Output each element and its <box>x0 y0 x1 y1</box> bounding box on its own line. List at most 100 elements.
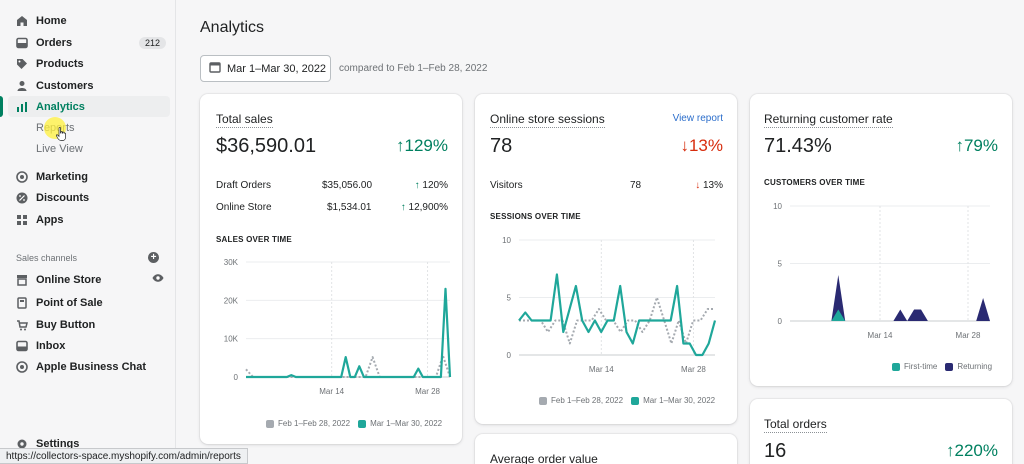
avg-order-title[interactable]: Average order value <box>490 452 598 464</box>
nav-buy-button-label: Buy Button <box>36 318 96 331</box>
x-tick-label: Mar 14 <box>868 331 893 340</box>
legend-prev-label: Feb 1–Feb 28, 2022 <box>278 419 351 428</box>
sessions-change-value: 13% <box>688 136 723 155</box>
status-bar-url: https://collectors-space.myshopify.com/a… <box>0 448 248 464</box>
y-tick-label: 5 <box>507 294 512 303</box>
legend-returning: Returning <box>945 362 992 371</box>
nav-analytics-label: Analytics <box>36 100 85 113</box>
page-title: Analytics <box>200 19 265 36</box>
returning-value: 71.43% <box>764 135 832 157</box>
arrow-up-icon: ↑ <box>396 136 405 155</box>
total-orders-card: Total orders 16 ↑220% <box>750 399 1012 464</box>
total-orders-value: 16 <box>764 440 787 462</box>
nav-apple-business-chat[interactable]: Apple Business Chat <box>8 356 170 377</box>
legend-prev-period: Feb 1–Feb 28, 2022 <box>539 396 623 405</box>
nav-home[interactable]: Home <box>8 10 170 31</box>
eye-icon[interactable] <box>152 273 164 286</box>
nav-apple-business-chat-label: Apple Business Chat <box>36 360 147 373</box>
nav-marketing[interactable]: Marketing <box>8 166 170 187</box>
x-tick-label: Mar 28 <box>415 387 440 394</box>
nav-online-store-label: Online Store <box>36 273 102 286</box>
nav-apps-label: Apps <box>36 213 64 226</box>
draft-orders-change: ↑ 120% <box>415 180 448 191</box>
series-area-first-time <box>790 309 990 321</box>
y-tick-label: 10 <box>773 202 782 211</box>
draft-orders-label: Draft Orders <box>216 180 272 191</box>
nav-live-view[interactable]: Live View <box>36 143 83 155</box>
nav-discounts[interactable]: Discounts <box>8 187 170 208</box>
visitors-label: Visitors <box>490 180 523 191</box>
total-sales-change-value: 129% <box>404 136 448 155</box>
total-orders-title[interactable]: Total orders <box>764 417 827 433</box>
buy-button-icon <box>16 319 28 331</box>
sales-channels-label: Sales channels <box>16 253 78 263</box>
nav-products[interactable]: Products <box>8 53 170 74</box>
nav-orders[interactable]: Orders 212 <box>8 32 170 53</box>
y-tick-label: 30K <box>224 258 239 267</box>
date-range-label: Mar 1–Mar 30, 2022 <box>227 62 327 75</box>
person-icon <box>16 80 28 92</box>
nav-analytics[interactable]: Analytics <box>0 96 170 117</box>
total-sales-change: ↑129% <box>396 136 448 156</box>
returning-change-value: 79% <box>963 136 998 155</box>
avg-order-card: Average order value <box>475 434 737 464</box>
y-tick-label: 0 <box>778 317 783 326</box>
visitors-change: ↓ 13% <box>695 180 723 191</box>
nav-customers-label: Customers <box>36 79 94 92</box>
total-sales-card: Total sales $36,590.01 ↑129% Draft Order… <box>200 94 462 444</box>
nav-online-store[interactable]: Online Store <box>8 269 170 290</box>
sessions-title[interactable]: Online store sessions <box>490 112 605 128</box>
online-store-amount: $1,534.01 <box>327 202 372 213</box>
x-tick-label: Mar 28 <box>956 331 981 340</box>
nav-home-label: Home <box>36 14 67 27</box>
sales-chart-legend: Feb 1–Feb 28, 2022 Mar 1–Mar 30, 2022 <box>266 419 450 428</box>
orders-icon <box>16 37 28 49</box>
x-tick-label: Mar 14 <box>589 365 614 374</box>
date-range-button[interactable]: Mar 1–Mar 30, 2022 <box>200 55 331 82</box>
customers-over-time-chart: 0 5 10 Mar 14 Mar 28 <box>773 202 990 340</box>
arrow-down-icon: ↓ <box>695 180 703 191</box>
arrow-up-icon: ↑ <box>955 136 964 155</box>
sessions-chart-legend: Feb 1–Feb 28, 2022 Mar 1–Mar 30, 2022 <box>539 396 723 405</box>
y-tick-label: 0 <box>507 351 512 360</box>
total-orders-change-value: 220% <box>954 441 998 460</box>
legend-prev-label: Feb 1–Feb 28, 2022 <box>551 396 624 405</box>
legend-cur-period: Mar 1–Mar 30, 2022 <box>358 419 442 428</box>
arrow-up-icon: ↑ <box>400 202 409 213</box>
add-channel-icon[interactable]: + <box>148 252 159 263</box>
series-line-current <box>518 273 717 357</box>
sessions-change: ↓13% <box>680 136 723 156</box>
chat-icon <box>16 360 28 373</box>
returning-title[interactable]: Returning customer rate <box>764 112 893 128</box>
visitors-value: 78 <box>630 180 642 191</box>
nav-orders-label: Orders <box>36 36 73 49</box>
comparison-label: compared to Feb 1–Feb 28, 2022 <box>339 63 488 74</box>
legend-first-time-label: First-time <box>904 362 938 371</box>
sessions-value: 78 <box>490 135 513 157</box>
nav-marketing-label: Marketing <box>36 170 88 183</box>
nav-buy-button[interactable]: Buy Button <box>8 314 170 335</box>
x-tick-label: Mar 14 <box>319 387 344 394</box>
sessions-card: Online store sessions View report 78 ↓13… <box>475 94 737 424</box>
customers-chart-label: CUSTOMERS OVER TIME <box>764 178 865 187</box>
sales-over-time-chart: 0 10K 20K 30K Mar 14 Mar 28 <box>224 258 452 394</box>
view-report-link[interactable]: View report <box>672 113 723 124</box>
nav-inbox[interactable]: Inbox <box>8 335 170 356</box>
series-area-returning <box>790 275 990 321</box>
nav-point-of-sale[interactable]: Point of Sale <box>8 292 170 313</box>
nav-customers[interactable]: Customers <box>8 75 170 96</box>
series-line-current <box>246 287 452 379</box>
online-store-label: Online Store <box>216 202 272 213</box>
arrow-up-icon: ↑ <box>414 180 423 191</box>
arrow-up-icon: ↑ <box>946 441 955 460</box>
total-sales-value: $36,590.01 <box>216 135 317 157</box>
legend-first-time: First-time <box>892 362 937 371</box>
discount-icon <box>16 192 28 204</box>
nav-apps[interactable]: Apps <box>8 209 170 230</box>
nav-settings[interactable]: Settings <box>8 433 170 454</box>
legend-prev-period: Feb 1–Feb 28, 2022 <box>266 419 350 428</box>
pos-icon <box>16 296 28 309</box>
customers-chart-legend: First-time Returning <box>892 362 1000 371</box>
online-store-change-value: 12,900% <box>408 202 448 213</box>
total-sales-title[interactable]: Total sales <box>216 112 273 128</box>
